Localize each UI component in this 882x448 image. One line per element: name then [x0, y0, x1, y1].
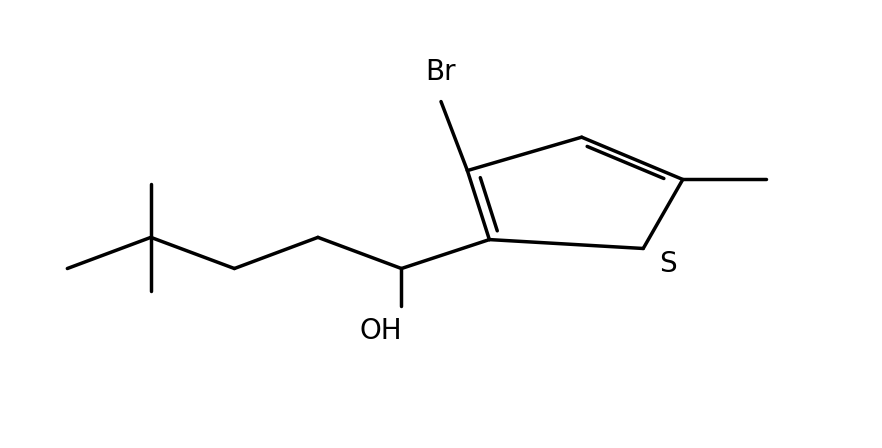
Text: S: S: [659, 250, 676, 278]
Text: OH: OH: [360, 318, 402, 345]
Text: Br: Br: [426, 58, 456, 86]
